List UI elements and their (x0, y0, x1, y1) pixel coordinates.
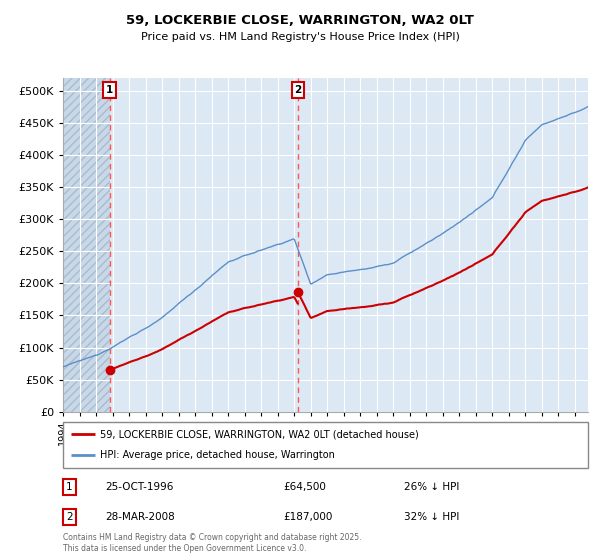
Text: £187,000: £187,000 (284, 512, 333, 522)
Text: 2: 2 (66, 512, 73, 522)
Text: 32% ↓ HPI: 32% ↓ HPI (404, 512, 460, 522)
Text: 2: 2 (295, 85, 302, 95)
Text: 59, LOCKERBIE CLOSE, WARRINGTON, WA2 0LT: 59, LOCKERBIE CLOSE, WARRINGTON, WA2 0LT (126, 14, 474, 27)
FancyBboxPatch shape (63, 422, 588, 468)
Text: 26% ↓ HPI: 26% ↓ HPI (404, 482, 460, 492)
Text: £64,500: £64,500 (284, 482, 326, 492)
Text: 1: 1 (106, 85, 113, 95)
Text: 1: 1 (66, 482, 73, 492)
Text: HPI: Average price, detached house, Warrington: HPI: Average price, detached house, Warr… (100, 450, 335, 460)
Text: Contains HM Land Registry data © Crown copyright and database right 2025.
This d: Contains HM Land Registry data © Crown c… (63, 533, 361, 553)
Text: 59, LOCKERBIE CLOSE, WARRINGTON, WA2 0LT (detached house): 59, LOCKERBIE CLOSE, WARRINGTON, WA2 0LT… (100, 429, 419, 439)
Text: 28-MAR-2008: 28-MAR-2008 (105, 512, 175, 522)
Text: Price paid vs. HM Land Registry's House Price Index (HPI): Price paid vs. HM Land Registry's House … (140, 32, 460, 42)
Text: 25-OCT-1996: 25-OCT-1996 (105, 482, 173, 492)
